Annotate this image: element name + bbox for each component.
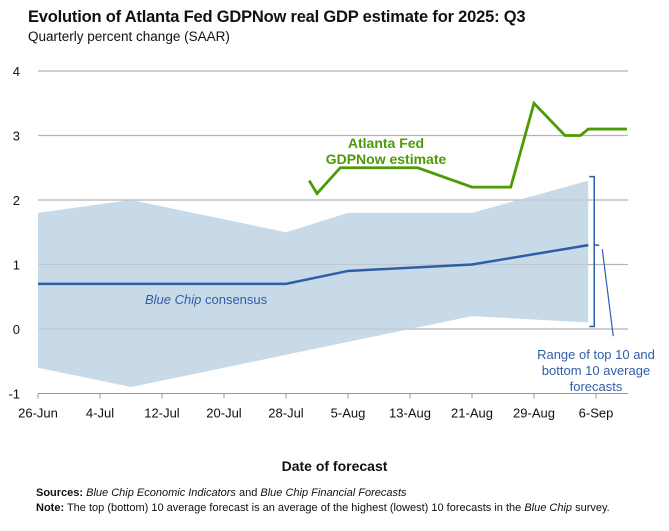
gdpnow-label-line2: GDPNow estimate [326,151,447,167]
range-label-line: Range of top 10 and [537,347,655,362]
range-bracket [589,175,595,328]
y-tick-label: 3 [13,129,20,144]
x-axis-label: Date of forecast [281,458,388,474]
chart: 4 3 2 1 0 -1 26-Jun 4-Jul 12-Jul 20-Jul 28-Jul 5-Au… [8,64,655,421]
range-label-line: forecasts [570,379,623,394]
sources-label: Sources: [36,487,84,499]
y-tick-label: 2 [13,193,20,208]
range-label-line: bottom 10 average [542,363,650,378]
range-callout-line [601,249,614,337]
note-text-1: The top (bottom) 10 average forecast is … [64,502,525,514]
sources-note: Sources: Blue Chip Economic Indicators a… [36,487,407,499]
source-1: Blue Chip Economic Indicators [86,487,236,499]
x-tick-label: 4-Jul [86,406,114,421]
consensus-label-italic: Blue Chip [145,292,201,307]
x-tick-label: 21-Aug [451,406,493,421]
note-label: Note: [36,502,65,514]
consensus-label: Blue Chip consensus [145,292,268,307]
footnote: Note: The top (bottom) 10 average foreca… [36,502,610,514]
y-tick-label: 4 [13,64,20,79]
x-tick-label: 13-Aug [389,406,431,421]
x-tick-label: 26-Jun [18,406,58,421]
gdpnow-label-line1: Atlanta Fed [348,135,424,151]
sources-and: and [235,487,261,499]
y-tick-label: -1 [8,387,20,402]
x-tick-label: 5-Aug [331,406,366,421]
x-tick-label: 29-Aug [513,406,555,421]
range-band [38,180,589,388]
note-text-2: survey. [572,502,610,514]
x-tick-label: 20-Jul [206,406,242,421]
x-tick-label: 6-Sep [579,406,614,421]
chart-subtitle: Quarterly percent change (SAAR) [28,29,230,44]
y-tick-label: 0 [13,322,20,337]
consensus-label-rest: consensus [201,292,267,307]
y-tick-label: 1 [13,258,20,273]
source-2: Blue Chip Financial Forecasts [260,487,407,499]
x-tick-label: 12-Jul [144,406,180,421]
chart-title: Evolution of Atlanta Fed GDPNow real GDP… [28,8,526,26]
x-tick-label: 28-Jul [268,406,304,421]
note-italic: Blue Chip [524,502,573,514]
